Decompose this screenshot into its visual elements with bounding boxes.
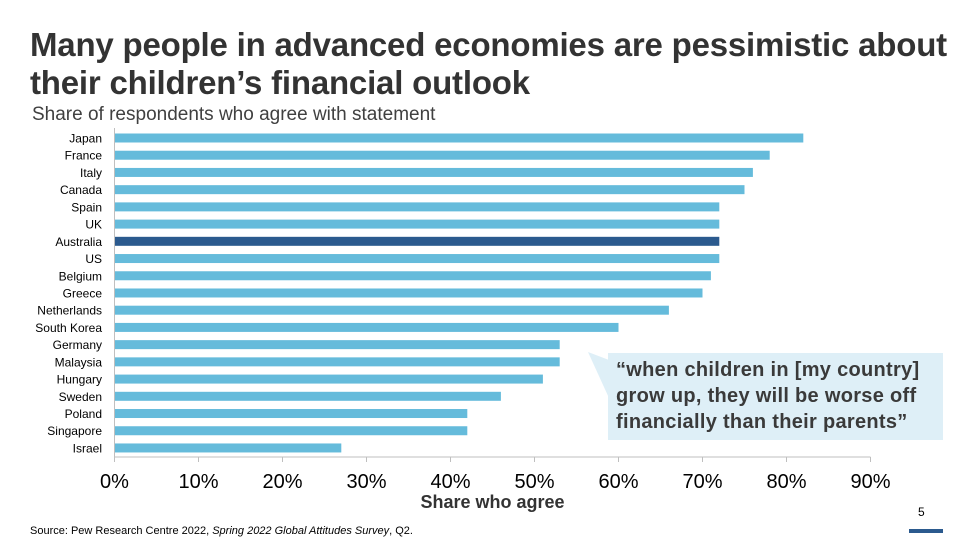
x-tick-label: 70% <box>682 471 722 493</box>
category-label: Canada <box>60 183 102 197</box>
callout-quote: “when children in [my country] grow up, … <box>616 359 920 433</box>
source-title: Spring 2022 Global Attitudes Survey <box>212 525 390 537</box>
category-label: Spain <box>71 200 102 214</box>
category-label: US <box>85 252 102 266</box>
category-label: France <box>65 149 103 163</box>
category-label: Singapore <box>47 424 102 438</box>
category-label: Netherlands <box>37 304 102 318</box>
category-label: Belgium <box>59 269 102 283</box>
bar-sweden <box>114 391 501 401</box>
source-suffix: , Q2. <box>389 525 413 537</box>
x-axis-title: Share who agree <box>420 492 564 512</box>
bar-israel <box>114 443 342 453</box>
x-tick-label: 0% <box>100 471 129 493</box>
x-tick-label: 10% <box>178 471 218 493</box>
category-label: Japan <box>69 132 102 146</box>
page-number-underline <box>909 529 943 533</box>
x-tick-label: 30% <box>346 471 386 493</box>
category-label: UK <box>85 218 102 232</box>
category-label: Italy <box>80 166 102 180</box>
bar-italy <box>114 167 753 177</box>
bar-malaysia <box>114 357 560 367</box>
x-tick-label: 90% <box>850 471 890 493</box>
category-label: Hungary <box>57 373 102 387</box>
category-label: Sweden <box>59 390 102 404</box>
bar-france <box>114 150 770 160</box>
x-tick-label: 80% <box>766 471 806 493</box>
bar-belgium <box>114 271 711 281</box>
callout-box <box>608 353 943 440</box>
slide-title: Many people in advanced economies are pe… <box>30 26 947 101</box>
bar-netherlands <box>114 305 669 315</box>
bar-singapore <box>114 426 468 436</box>
bar-greece <box>114 288 703 298</box>
bar-uk <box>114 219 720 229</box>
category-label: Greece <box>63 286 103 300</box>
chart-subtitle: Share of respondents who agree with stat… <box>32 104 436 125</box>
category-label: Poland <box>65 407 102 421</box>
bar-poland <box>114 409 468 419</box>
bar-japan <box>114 133 804 143</box>
category-label: Israel <box>73 441 102 455</box>
category-label: Malaysia <box>55 355 103 369</box>
bar-germany <box>114 340 560 350</box>
bar-south-korea <box>114 322 619 332</box>
category-label: Australia <box>55 235 102 249</box>
source-note: Source: Pew Research Centre 2022, Spring… <box>30 525 413 537</box>
bar-australia <box>114 236 720 246</box>
x-tick-label: 20% <box>262 471 302 493</box>
category-label: Germany <box>53 338 102 352</box>
x-tick-label: 50% <box>514 471 554 493</box>
bar-canada <box>114 185 745 195</box>
callout-pointer <box>588 352 609 398</box>
x-tick-label: 60% <box>598 471 638 493</box>
bar-spain <box>114 202 720 212</box>
bar-us <box>114 254 720 264</box>
bar-hungary <box>114 374 543 384</box>
source-prefix: Source: Pew Research Centre 2022, <box>30 525 213 537</box>
category-label: South Korea <box>35 321 102 335</box>
x-tick-label: 40% <box>430 471 470 493</box>
page-number: 5 <box>918 505 925 519</box>
